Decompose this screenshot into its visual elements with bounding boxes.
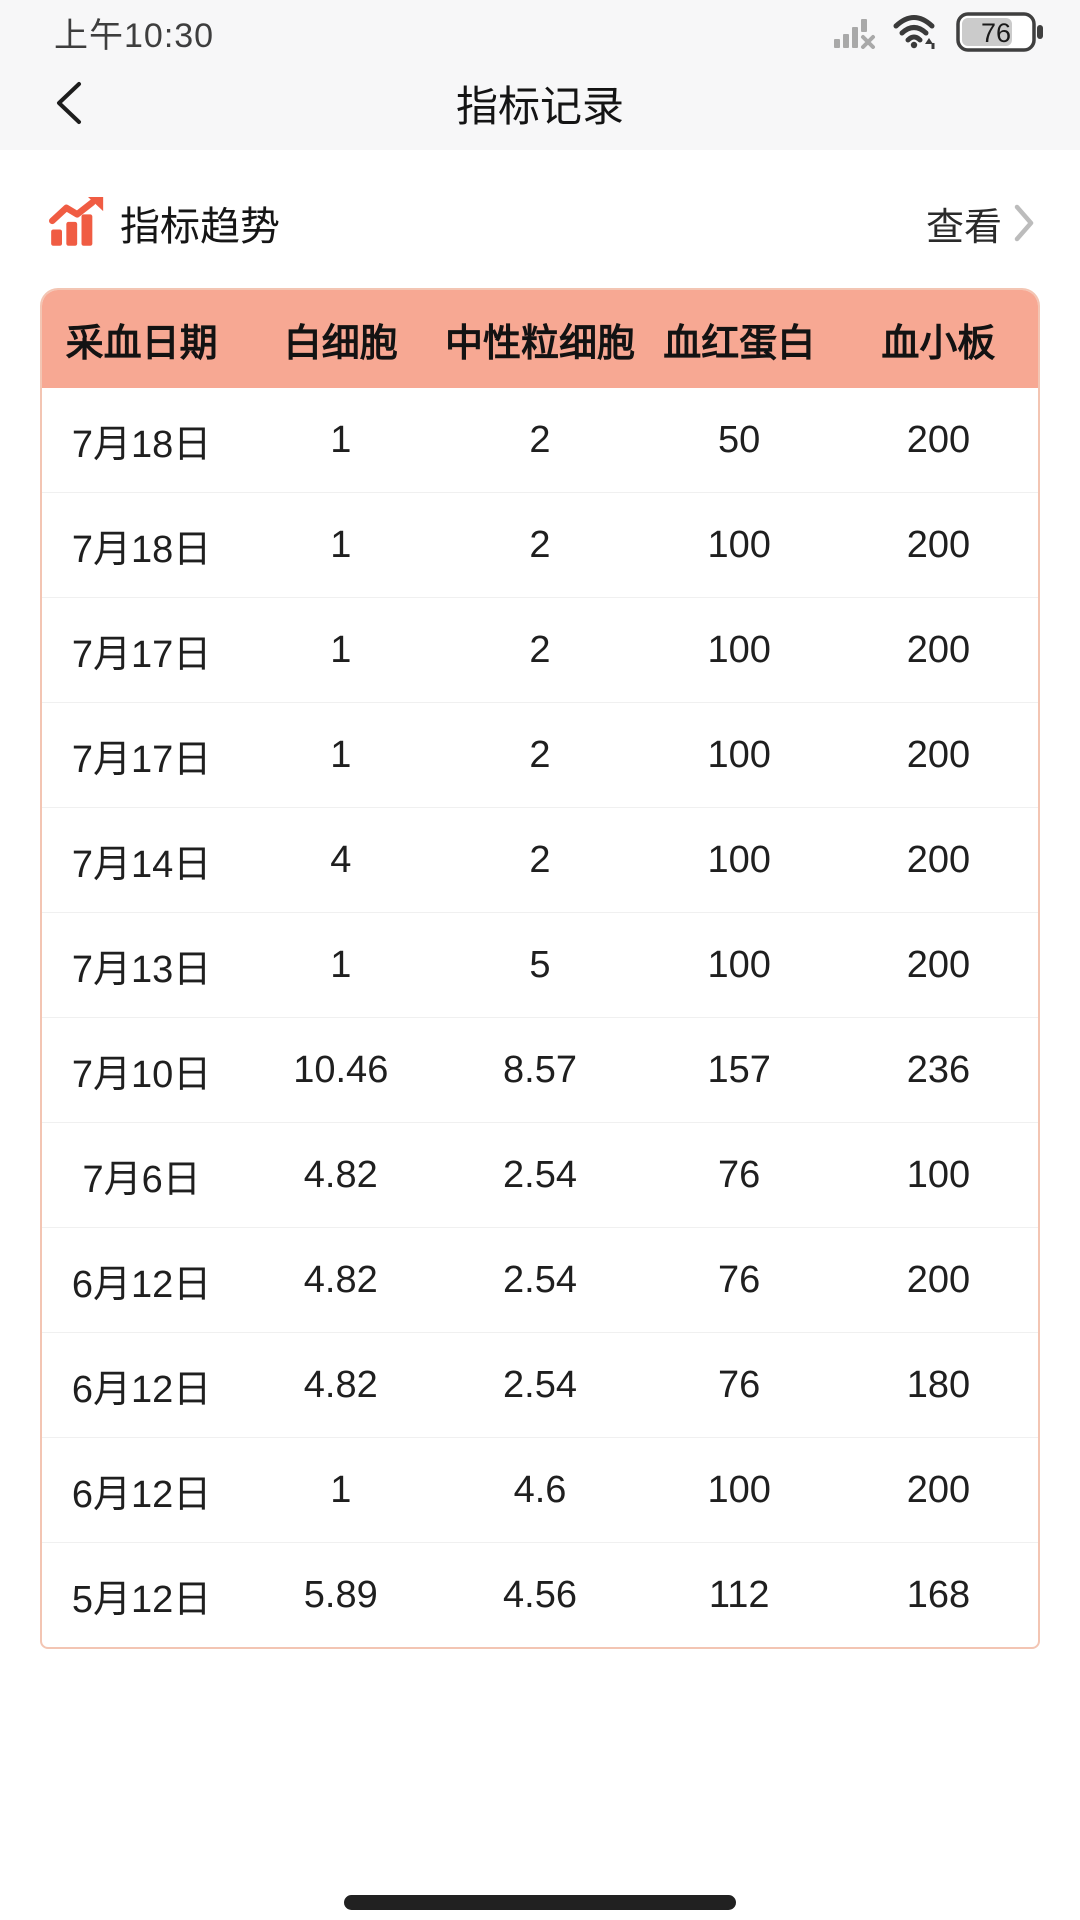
table-header-cell: 白细胞 [283, 322, 398, 365]
trend-chart-icon [49, 197, 104, 246]
status-icons: 76 [834, 11, 1044, 53]
table-cell: 168 [906, 1573, 971, 1616]
table-cell: 7月10日 [71, 1053, 212, 1096]
view-trend-link[interactable]: 查看 [926, 196, 1036, 251]
table-cell: 50 [718, 418, 761, 461]
table-cell: 157 [707, 1048, 771, 1091]
table-cell: 236 [906, 1048, 971, 1091]
table-row: 7月13日 1 5 100 200 [42, 912, 1038, 1017]
table-header-cell: 血小板 [881, 322, 996, 365]
page-title: 指标记录 [455, 82, 624, 130]
table-cell: 76 [718, 1363, 761, 1406]
table-cell: 10.46 [293, 1048, 389, 1091]
signal-no-service-icon [834, 19, 875, 49]
wifi-icon [893, 15, 935, 49]
status-bar: 上午10:30 76 [0, 0, 1080, 56]
table-cell: 2 [529, 418, 551, 461]
table-cell: 2.54 [503, 1363, 577, 1406]
table-cell: 4.6 [513, 1468, 567, 1511]
table-cell: 1 [330, 733, 352, 776]
table-row: 7月17日 1 2 100 200 [42, 702, 1038, 807]
table-row: 7月10日 10.46 8.57 157 236 [42, 1017, 1038, 1122]
table-cell: 1 [330, 1468, 352, 1511]
table-cell: 100 [906, 1153, 971, 1196]
status-time: 上午10:30 [54, 16, 215, 55]
table-row: 7月18日 1 2 50 200 [42, 388, 1038, 492]
table-cell: 4 [330, 838, 352, 881]
table-cell: 200 [906, 838, 971, 881]
table-cell: 2 [529, 838, 551, 881]
table-cell: 1 [330, 418, 352, 461]
table-cell: 5.89 [303, 1573, 378, 1616]
battery-percent-text: 76 [981, 18, 1011, 48]
table-header-cell: 采血日期 [65, 322, 218, 365]
table-cell: 100 [707, 523, 771, 566]
battery-icon: 76 [956, 12, 1043, 52]
top-bars: 上午10:30 76 [0, 0, 1080, 150]
table-cell: 100 [707, 628, 771, 671]
table-cell: 4.82 [303, 1363, 378, 1406]
table-cell: 6月12日 [71, 1368, 212, 1411]
table-cell: 200 [906, 628, 971, 671]
table-cell: 2.54 [503, 1258, 577, 1301]
back-chevron-icon [57, 82, 81, 124]
table-cell: 8.57 [503, 1048, 577, 1091]
metrics-table: 采血日期 白细胞 中性粒细胞 血红蛋白 血小板 7月18日 1 2 50 200 7月18日 1 2 1… [40, 288, 1040, 1649]
table-cell: 6月12日 [71, 1473, 212, 1516]
table-cell: 2 [529, 628, 551, 671]
table-cell: 100 [707, 733, 771, 776]
table-header-cell: 中性粒细胞 [444, 322, 635, 365]
table-cell: 200 [906, 1258, 971, 1301]
table-cell: 7月13日 [71, 948, 212, 991]
table-cell: 112 [708, 1573, 770, 1616]
table-cell: 76 [718, 1258, 761, 1301]
table-cell: 4.82 [303, 1153, 378, 1196]
table-cell: 7月17日 [71, 738, 212, 781]
home-indicator-bar[interactable] [344, 1895, 736, 1910]
table-cell: 100 [707, 1468, 771, 1511]
table-cell: 200 [906, 523, 971, 566]
table-cell: 7月17日 [71, 633, 212, 676]
table-cell: 7月14日 [71, 843, 212, 886]
table-cell: 5 [529, 943, 551, 986]
nav-bar: 指标记录 [0, 56, 1080, 150]
table-row: 6月12日 4.82 2.54 76 200 [42, 1227, 1038, 1332]
table-body: 7月18日 1 2 50 200 7月18日 1 2 100 200 7月17日 1 2 100 200 7月… [42, 388, 1038, 1647]
table-cell: 2.54 [503, 1153, 577, 1196]
view-link-label: 查看 [925, 206, 1002, 249]
table-cell: 6月12日 [71, 1263, 212, 1306]
table-cell: 7月6日 [82, 1158, 201, 1201]
table-cell: 200 [906, 733, 971, 776]
table-row: 6月12日 1 4.6 100 200 [42, 1437, 1038, 1542]
table-cell: 76 [718, 1153, 761, 1196]
table-header-row: 采血日期 白细胞 中性粒细胞 血红蛋白 血小板 [42, 290, 1038, 388]
trend-section-label: 指标趋势 [120, 205, 280, 249]
table-row: 6月12日 4.82 2.54 76 180 [42, 1332, 1038, 1437]
table-cell: 1 [330, 628, 352, 671]
table-row: 7月17日 1 2 100 200 [42, 597, 1038, 702]
trend-section: 指标趋势 查看 [0, 150, 1080, 252]
table-cell: 1 [330, 523, 352, 566]
chevron-right-icon [1012, 203, 1036, 243]
table-cell: 2 [529, 733, 551, 776]
table-cell: 200 [906, 418, 971, 461]
table-row: 7月6日 4.82 2.54 76 100 [42, 1122, 1038, 1227]
table-cell: 200 [906, 943, 971, 986]
table-header-cell: 血红蛋白 [663, 322, 816, 365]
table-cell: 4.82 [303, 1258, 378, 1301]
back-button[interactable] [40, 75, 96, 131]
table-cell: 180 [906, 1363, 971, 1406]
table-cell: 100 [707, 943, 771, 986]
table-row: 5月12日 5.89 4.56 112 168 [42, 1542, 1038, 1647]
table-row: 7月18日 1 2 100 200 [42, 492, 1038, 597]
table-cell: 5月12日 [71, 1578, 212, 1621]
table-cell: 100 [707, 838, 771, 881]
table-row: 7月14日 4 2 100 200 [42, 807, 1038, 912]
table-cell: 2 [529, 523, 551, 566]
table-cell: 7月18日 [71, 423, 212, 466]
table-cell: 4.56 [503, 1573, 577, 1616]
table-cell: 200 [906, 1468, 971, 1511]
table-cell: 1 [330, 943, 352, 986]
table-cell: 7月18日 [71, 528, 212, 571]
